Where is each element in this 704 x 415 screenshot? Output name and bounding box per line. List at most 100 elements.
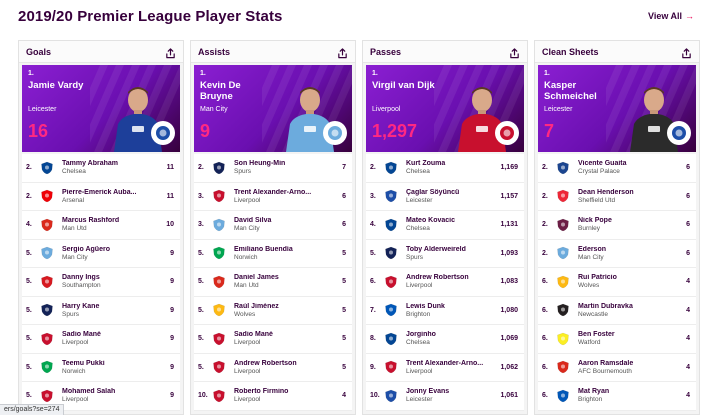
player-name[interactable]: Pierre-Emerick Auba...: [62, 188, 137, 196]
table-row[interactable]: 9. Trent Alexander-Arno... Liverpool 1,062: [366, 353, 524, 382]
table-row[interactable]: 3. David Silva Man City 6: [194, 211, 352, 240]
table-row[interactable]: 3. Trent Alexander-Arno... Liverpool 6: [194, 182, 352, 211]
table-row[interactable]: 5. Danny Ings Southampton 9: [22, 268, 180, 297]
player-name[interactable]: Raúl Jiménez: [234, 302, 279, 310]
table-row[interactable]: 4. Mateo Kovacic Chelsea 1,131: [366, 211, 524, 240]
top-player-hero[interactable]: 1. Jamie Vardy Leicester 16: [22, 65, 180, 152]
table-row[interactable]: 10. Roberto Firmino Liverpool 4: [194, 382, 352, 411]
stat-value: 4: [686, 363, 690, 371]
table-row[interactable]: 6. Aaron Ramsdale AFC Bournemouth 4: [538, 353, 696, 382]
table-row[interactable]: 6. Andrew Robertson Liverpool 1,083: [366, 268, 524, 297]
top-player-name[interactable]: Kasper Schmeichel: [544, 80, 597, 102]
player-name[interactable]: Kurt Zouma: [406, 160, 446, 168]
player-name[interactable]: Daniel James: [234, 274, 279, 282]
player-name[interactable]: Rui Patrício: [578, 274, 617, 282]
club-crest-icon: [555, 246, 570, 261]
table-row[interactable]: 3. Çaglar Söyüncü Leicester 1,157: [366, 182, 524, 211]
share-icon[interactable]: [337, 46, 348, 59]
player-name[interactable]: Sergio Agüero: [62, 245, 110, 253]
player-name[interactable]: Jorginho: [406, 331, 436, 339]
table-row[interactable]: 2. Dean Henderson Sheffield Utd 6: [538, 182, 696, 211]
player-club: Wolves: [578, 282, 600, 290]
table-row[interactable]: 8. Jorginho Chelsea 1,069: [366, 325, 524, 354]
player-name[interactable]: Mohamed Salah: [62, 388, 116, 396]
player-club: Spurs: [406, 253, 423, 261]
top-player-hero[interactable]: 1. Kasper Schmeichel Leicester 7: [538, 65, 696, 152]
player-name[interactable]: Ederson: [578, 245, 607, 253]
player-name[interactable]: Harry Kane: [62, 302, 100, 310]
top-player-hero[interactable]: 1. Kevin De Bruyne Man City 9: [194, 65, 352, 152]
player-name[interactable]: Andrew Robertson: [406, 274, 469, 282]
player-name[interactable]: Sadio Mané: [62, 331, 101, 339]
table-row[interactable]: 2. Tammy Abraham Chelsea 11: [22, 154, 180, 183]
player-name[interactable]: Nick Pope: [578, 217, 612, 225]
player-name[interactable]: Vicente Guaita: [578, 160, 627, 168]
top-player-club: Liverpool: [372, 106, 401, 113]
player-name[interactable]: Sadio Mané: [234, 331, 273, 339]
view-all-link[interactable]: View All →: [648, 11, 694, 21]
player-club: Liverpool: [62, 339, 89, 347]
share-icon[interactable]: [509, 46, 520, 59]
player-club: Arsenal: [62, 196, 85, 204]
top-player-name[interactable]: Jamie Vardy: [28, 80, 84, 91]
top-player-hero[interactable]: 1. Virgil van Dijk Liverpool 1,297: [366, 65, 524, 152]
player-name[interactable]: Mateo Kovacic: [406, 217, 456, 225]
table-row[interactable]: 10. Jonny Evans Leicester 1,061: [366, 382, 524, 411]
view-all-label[interactable]: View All: [647, 11, 682, 21]
player-info: Danny Ings Southampton: [62, 274, 152, 289]
table-row[interactable]: 5. Sadio Mané Liverpool 5: [194, 325, 352, 354]
table-row[interactable]: 5. Emiliano Buendía Norwich 5: [194, 239, 352, 268]
table-row[interactable]: 2. Ederson Man City 6: [538, 239, 696, 268]
table-row[interactable]: 6. Martin Dubravka Newcastle 4: [538, 296, 696, 325]
table-row[interactable]: 5. Sadio Mané Liverpool 9: [22, 325, 180, 354]
stat-value: 9: [170, 249, 174, 257]
player-name[interactable]: Toby Alderweireld: [406, 245, 466, 253]
table-row[interactable]: 6. Mat Ryan Brighton 4: [538, 382, 696, 411]
player-name[interactable]: Lewis Dunk: [406, 302, 445, 310]
player-name[interactable]: David Silva: [234, 217, 272, 225]
table-row[interactable]: 2. Son Heung-Min Spurs 7: [194, 154, 352, 183]
player-name[interactable]: Mat Ryan: [578, 388, 610, 396]
player-name[interactable]: Martin Dubravka: [578, 302, 633, 310]
player-club: Man City: [234, 225, 260, 233]
player-name[interactable]: Çaglar Söyüncü: [406, 188, 460, 196]
table-row[interactable]: 5. Teemu Pukki Norwich 9: [22, 353, 180, 382]
player-name[interactable]: Andrew Robertson: [234, 359, 297, 367]
table-row[interactable]: 2. Pierre-Emerick Auba... Arsenal 11: [22, 182, 180, 211]
player-name[interactable]: Danny Ings: [62, 274, 100, 282]
table-row[interactable]: 5. Andrew Robertson Liverpool 5: [194, 353, 352, 382]
player-name[interactable]: Roberto Firmino: [234, 388, 289, 396]
player-name[interactable]: Aaron Ramsdale: [578, 359, 634, 367]
table-row[interactable]: 5. Raúl Jiménez Wolves 5: [194, 296, 352, 325]
share-icon[interactable]: [165, 46, 176, 59]
player-name[interactable]: Son Heung-Min: [234, 160, 286, 168]
stat-value: 6: [686, 221, 690, 229]
player-name[interactable]: Ben Foster: [578, 331, 615, 339]
table-row[interactable]: 5. Daniel James Man Utd 5: [194, 268, 352, 297]
player-name[interactable]: Teemu Pukki: [62, 359, 105, 367]
player-name[interactable]: Trent Alexander-Arno...: [406, 359, 484, 367]
table-row[interactable]: 6. Rui Patrício Wolves 4: [538, 268, 696, 297]
table-row[interactable]: 7. Lewis Dunk Brighton 1,080: [366, 296, 524, 325]
table-row[interactable]: 2. Vicente Guaita Crystal Palace 6: [538, 154, 696, 183]
player-name[interactable]: Trent Alexander-Arno...: [234, 188, 312, 196]
table-row[interactable]: 5. Harry Kane Spurs 9: [22, 296, 180, 325]
top-player-name[interactable]: Kevin De Bruyne: [200, 80, 241, 102]
top-player-value: 7: [544, 121, 555, 141]
player-name[interactable]: Tammy Abraham: [62, 160, 119, 168]
top-player-name[interactable]: Virgil van Dijk: [372, 80, 435, 91]
table-row[interactable]: 5. Sergio Agüero Man City 9: [22, 239, 180, 268]
table-row[interactable]: 2. Kurt Zouma Chelsea 1,169: [366, 154, 524, 183]
player-name[interactable]: Emiliano Buendía: [234, 245, 293, 253]
player-name[interactable]: Dean Henderson: [578, 188, 634, 196]
row-rank: 5.: [198, 278, 204, 286]
leaderboard-list: 2. Kurt Zouma Chelsea 1,169 3. Çaglar Söyüncü…: [366, 154, 524, 411]
table-row[interactable]: 2. Nick Pope Burnley 6: [538, 211, 696, 240]
share-icon[interactable]: [681, 46, 692, 59]
table-row[interactable]: 4. Marcus Rashford Man Utd 10: [22, 211, 180, 240]
table-row[interactable]: 5. Toby Alderweireld Spurs 1,093: [366, 239, 524, 268]
top-player-value: 1,297: [372, 121, 418, 141]
table-row[interactable]: 6. Ben Foster Watford 4: [538, 325, 696, 354]
player-name[interactable]: Jonny Evans: [406, 388, 450, 396]
player-name[interactable]: Marcus Rashford: [62, 217, 120, 225]
